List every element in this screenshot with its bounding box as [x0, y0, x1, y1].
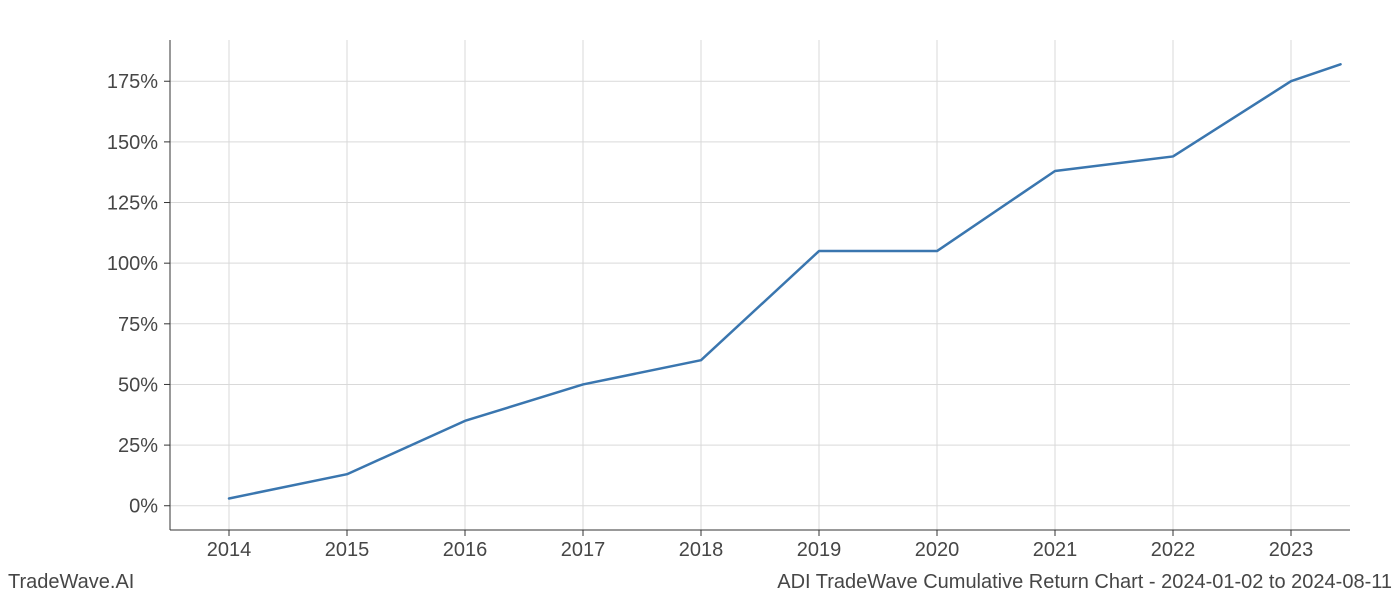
y-tick-label: 175%: [107, 71, 158, 93]
y-tick-label: 100%: [107, 253, 158, 275]
line-chart: 2014 2015 2016 2017 2018 2019 2020 2021 2022 2023…: [0, 0, 1400, 600]
x-tick-label: 2020: [915, 539, 960, 561]
footer-right-label: ADI TradeWave Cumulative Return Chart - …: [777, 571, 1392, 594]
y-tick-label: 0%: [129, 496, 158, 518]
x-tick-label: 2021: [1033, 539, 1078, 561]
x-tick-label: 2015: [325, 539, 370, 561]
footer-left-label: TradeWave.AI: [8, 571, 134, 594]
y-tick-label: 50%: [118, 374, 158, 396]
chart-container: 2014 2015 2016 2017 2018 2019 2020 2021 2022 2023…: [0, 0, 1400, 600]
x-tick-label: 2017: [561, 539, 606, 561]
x-tick-label: 2023: [1269, 539, 1314, 561]
x-tick-label: 2014: [207, 539, 252, 561]
x-tick-label: 2022: [1151, 539, 1196, 561]
y-tick-label: 25%: [118, 435, 158, 457]
x-tick-label: 2018: [679, 539, 724, 561]
y-tick-label: 75%: [118, 314, 158, 336]
x-tick-label: 2019: [797, 539, 842, 561]
x-tick-label: 2016: [443, 539, 488, 561]
y-tick-label: 150%: [107, 132, 158, 154]
y-tick-label: 125%: [107, 193, 158, 215]
